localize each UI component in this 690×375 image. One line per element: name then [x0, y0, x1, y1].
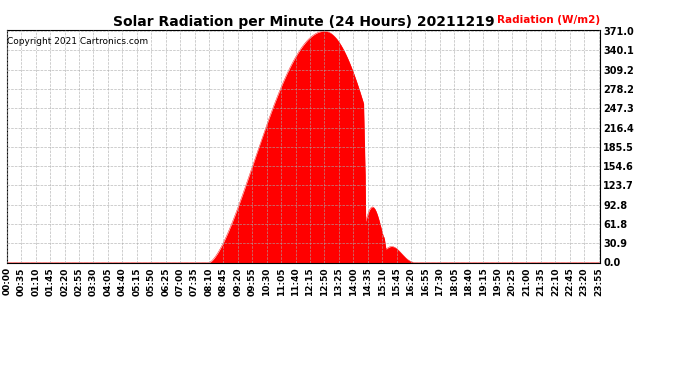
Text: Copyright 2021 Cartronics.com: Copyright 2021 Cartronics.com — [8, 37, 148, 46]
Title: Solar Radiation per Minute (24 Hours) 20211219: Solar Radiation per Minute (24 Hours) 20… — [112, 15, 495, 29]
Text: Radiation (W/m2): Radiation (W/m2) — [497, 15, 600, 26]
